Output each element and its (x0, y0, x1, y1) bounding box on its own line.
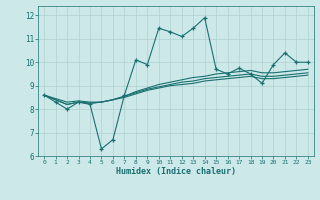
X-axis label: Humidex (Indice chaleur): Humidex (Indice chaleur) (116, 167, 236, 176)
